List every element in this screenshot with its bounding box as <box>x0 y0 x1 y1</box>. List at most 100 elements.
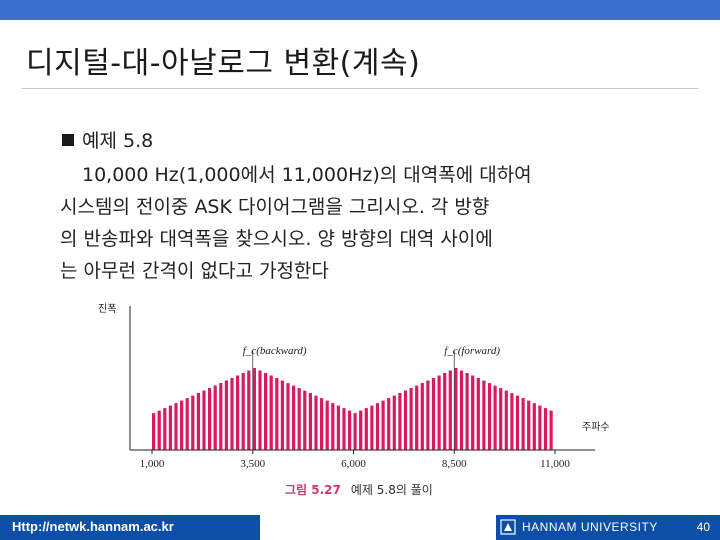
spectrum-bar-backward <box>163 408 167 450</box>
spectrum-bar-forward <box>387 398 391 450</box>
spectrum-bar-forward <box>504 390 508 450</box>
spectrum-bar-forward <box>409 388 413 450</box>
spectrum-bar-backward <box>213 385 217 450</box>
carrier-label: f_c(backward) <box>243 345 307 357</box>
body-line-3: 의 반송파와 대역폭을 찾으시오. 양 방향의 대역 사이에 <box>60 228 493 250</box>
spectrum-bar-forward <box>448 370 452 450</box>
spectrum-bar-backward <box>264 373 268 450</box>
spectrum-bar-forward <box>375 403 380 450</box>
spectrum-bar-forward <box>381 400 385 450</box>
spectrum-bar-backward <box>180 400 184 450</box>
footer-left-bar: Http://netwk.hannam.ac.kr <box>0 515 260 540</box>
spectrum-bar-backward <box>280 380 284 450</box>
body-line-2: 시스템의 전이중 ASK 다이어그램을 그리시오. 각 방향 <box>60 196 490 218</box>
spectrum-bar-backward <box>342 408 346 450</box>
spectrum-bar-backward <box>325 400 329 450</box>
spectrum-bar-backward <box>157 410 161 450</box>
spectrum-bar-backward <box>230 378 234 450</box>
spectrum-bar-backward <box>308 393 312 450</box>
spectrum-bar-forward <box>538 405 542 450</box>
spectrum-bar-forward <box>353 413 357 450</box>
x-tick-label: 3,500 <box>240 458 265 470</box>
spectrum-bar-backward <box>185 398 189 450</box>
x-tick-label: 8,500 <box>442 458 467 470</box>
spectrum-bar-backward <box>196 393 200 450</box>
spectrum-bar-backward <box>292 385 296 450</box>
spectrum-bar-forward <box>515 395 520 450</box>
spectrum-bar-forward <box>359 410 363 450</box>
example-label: 예제 5.8 <box>82 130 154 152</box>
spectrum-bar-forward <box>487 383 492 450</box>
spectrum-bar-backward <box>208 388 212 450</box>
university-logo-icon <box>500 519 516 535</box>
spectrum-bar-forward <box>370 405 374 450</box>
spectrum-bar-backward <box>320 398 324 450</box>
spectrum-bar-forward <box>431 378 436 450</box>
x-tick-label: 1,000 <box>140 458 165 470</box>
example-heading: 예제 5.8 <box>62 126 153 153</box>
spectrum-bar-forward <box>532 403 536 450</box>
spectrum-bar-backward <box>258 370 262 450</box>
spectrum-bar-backward <box>236 375 240 450</box>
spectrum-bar-forward <box>499 388 503 450</box>
spectrum-bar-forward <box>510 393 514 450</box>
spectrum-bars <box>152 368 553 450</box>
caption-number: 그림 5.27 <box>285 483 341 497</box>
spectrum-bar-forward <box>493 385 497 450</box>
page-number: 40 <box>696 520 710 534</box>
footer-university: HANNAM UNIVERSITY <box>522 520 658 534</box>
spectrum-bar-forward <box>403 390 408 450</box>
spectrum-bar-forward <box>471 375 475 450</box>
top-accent-bar <box>0 0 720 20</box>
spectrum-bar-backward <box>191 395 195 450</box>
spectrum-bar-backward <box>314 395 318 450</box>
figure-caption: 그림 5.27 예제 5.8의 풀이 <box>285 481 433 498</box>
spectrum-bar-backward <box>202 390 206 450</box>
slide-title: 디지털-대-아날로그 변환(계속) <box>26 46 421 81</box>
carrier-label: f_c(forward) <box>444 345 500 357</box>
spectrum-bar-forward <box>454 368 458 450</box>
spectrum-bar-backward <box>336 405 340 450</box>
spectrum-bar-forward <box>398 393 402 450</box>
bandwidth-figure: 진폭 주파수 1,000 3,500 6,000 8,500 11,000 f_c(ba… <box>98 303 610 470</box>
spectrum-bar-backward <box>252 368 256 450</box>
spectrum-bar-backward <box>224 380 228 450</box>
body-line-4: 는 아무런 간격이 없다고 가정한다 <box>60 260 329 282</box>
spectrum-bar-forward <box>521 398 525 450</box>
x-tick-label: 11,000 <box>540 458 570 470</box>
spectrum-bar-forward <box>420 383 424 450</box>
title-divider <box>22 88 698 89</box>
spectrum-bar-backward <box>275 378 279 450</box>
spectrum-bar-forward <box>482 380 486 450</box>
spectrum-bar-backward <box>152 413 156 450</box>
spectrum-bar-backward <box>348 410 352 450</box>
spectrum-bar-forward <box>465 373 469 450</box>
y-axis-label: 진폭 <box>98 303 116 315</box>
square-bullet-icon <box>62 134 74 146</box>
spectrum-bar-forward <box>364 408 368 450</box>
spectrum-bar-forward <box>459 370 464 450</box>
spectrum-bar-backward <box>269 375 273 450</box>
spectrum-bar-backward <box>168 405 172 450</box>
spectrum-bar-backward <box>331 403 335 450</box>
spectrum-bar-backward <box>303 390 307 450</box>
footer-url[interactable]: Http://netwk.hannam.ac.kr <box>12 519 174 534</box>
spectrum-bar-forward <box>549 410 553 450</box>
spectrum-bar-forward <box>392 395 396 450</box>
footer-right-bar: HANNAM UNIVERSITY 40 <box>496 515 720 540</box>
spectrum-bar-forward <box>443 373 447 450</box>
carrier-annotations: f_c(backward) f_c(forward) <box>243 345 500 450</box>
spectrum-bar-backward <box>241 373 245 450</box>
spectrum-bar-backward <box>219 383 223 450</box>
spectrum-bar-backward <box>297 388 301 450</box>
spectrum-bar-forward <box>476 378 480 450</box>
spectrum-bar-forward <box>426 380 430 450</box>
spectrum-bar-backward <box>286 383 290 450</box>
spectrum-bar-forward <box>543 408 548 450</box>
x-tick-labels: 1,000 3,500 6,000 8,500 11,000 <box>140 450 570 470</box>
x-axis-label: 주파수 <box>582 421 610 433</box>
spectrum-bar-forward <box>415 385 419 450</box>
x-tick-label: 6,000 <box>341 458 366 470</box>
spectrum-bar-forward <box>527 400 531 450</box>
spectrum-bar-forward <box>437 375 441 450</box>
